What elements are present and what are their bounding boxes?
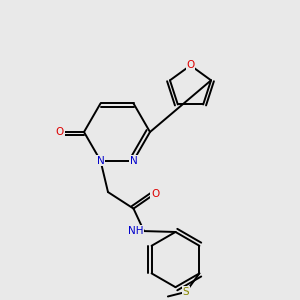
Text: O: O bbox=[56, 127, 64, 137]
Text: O: O bbox=[186, 60, 195, 70]
Text: S: S bbox=[183, 287, 189, 297]
Text: NH: NH bbox=[128, 226, 143, 236]
Text: N: N bbox=[130, 156, 137, 166]
Text: N: N bbox=[97, 156, 104, 166]
Text: O: O bbox=[151, 189, 160, 199]
